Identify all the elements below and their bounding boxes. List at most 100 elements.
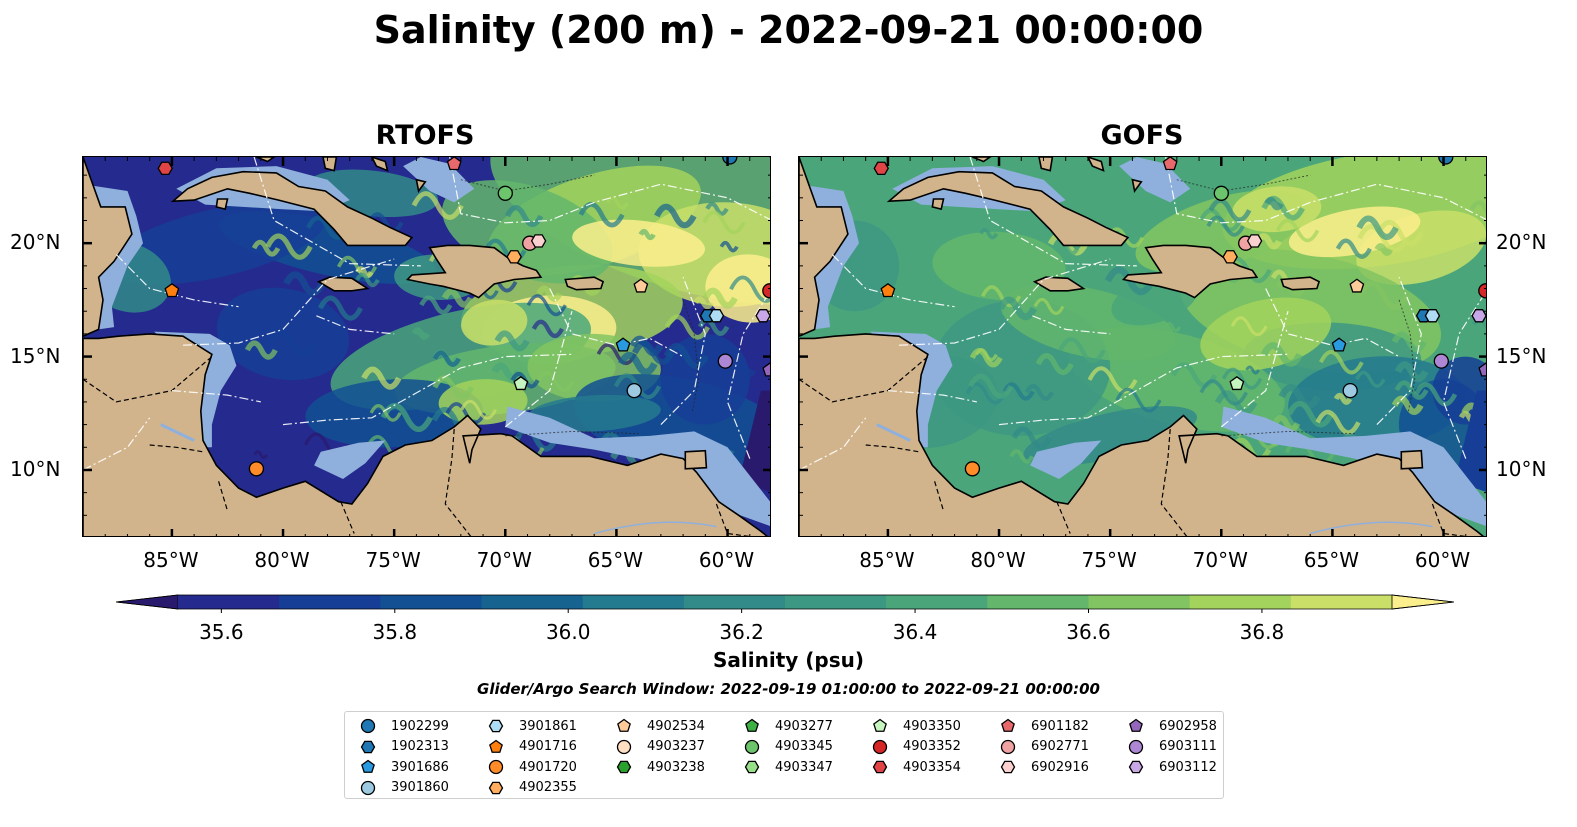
legend-item: 6902916 (999, 757, 1089, 778)
legend-label: 6901182 (1031, 718, 1089, 734)
y-tick-label: 15°N (1496, 343, 1547, 368)
land-central (83, 333, 769, 536)
eez-boundary (998, 353, 1289, 426)
colorbar-bin (481, 595, 584, 609)
y-tick-label: 10°N (1496, 456, 1547, 481)
float-marker-3901860 (626, 382, 642, 399)
eez-boundary (504, 311, 573, 428)
pentagon-marker-icon (617, 718, 631, 733)
float-markers (873, 157, 1486, 477)
eez-boundary (549, 288, 684, 358)
legend-marker-6902916 (1000, 760, 1016, 774)
colorbar-label: Salinity (psu) (712, 648, 864, 672)
colorbar (116, 594, 1454, 613)
land-puertorico (564, 276, 605, 291)
eez-boundary (1265, 288, 1400, 358)
circle-marker-icon (1128, 739, 1144, 754)
x-tick-label: 60°W (1414, 548, 1471, 572)
eez-boundary (799, 417, 867, 471)
float-marker-6902916 (1246, 234, 1263, 248)
float-marker-3901860 (1342, 382, 1358, 399)
legend-marker-4903354 (872, 760, 888, 774)
legend-column: 4902534 4903237 4903238 (615, 716, 705, 778)
colorbar-tick-label: 36.4 (892, 620, 938, 644)
float-marker-4903352 (762, 283, 770, 299)
legend-label: 4903277 (775, 718, 833, 734)
colorbar-tick-label: 36.8 (1239, 620, 1285, 644)
eez-boundary (726, 290, 770, 459)
colorbar-bin (380, 595, 482, 609)
eez-boundary (83, 417, 151, 471)
float-marker-4901720 (248, 461, 265, 477)
eez-boundary (660, 276, 706, 426)
colorbar-extend-high (1391, 594, 1454, 610)
land-cuba (886, 170, 1130, 247)
salinity-field (84, 157, 770, 476)
legend-item: 4903350 (871, 716, 961, 737)
map-ticks (799, 157, 1486, 536)
legend-marker-3901860 (360, 780, 376, 795)
legend-item: 6903111 (1127, 737, 1217, 758)
eez-boundary (1220, 311, 1289, 428)
legend-column: 4903350 4903352 4903354 (871, 716, 961, 778)
circle-marker-icon (616, 739, 632, 754)
legend-marker-4903345 (744, 739, 760, 754)
float-marker-4902355 (506, 250, 522, 264)
legend-label: 1902313 (391, 739, 449, 755)
legend-marker-4903238 (616, 760, 632, 774)
hexagon-marker-icon (616, 760, 632, 774)
legend-label: 4902355 (519, 780, 577, 796)
x-tick-label: 70°W (476, 548, 532, 572)
colorbar-bin (785, 595, 887, 609)
legend-marker-4903237 (616, 739, 632, 754)
legend-item: 1902299 (359, 716, 449, 737)
legend-item: 4903237 (615, 737, 705, 758)
colorbar-bin (582, 595, 685, 609)
hexagon-marker-icon (1000, 760, 1016, 774)
legend-marker-4902355 (488, 781, 504, 795)
legend-label: 3901861 (519, 718, 577, 734)
land-bahamas2 (371, 157, 389, 172)
legend-item: 3901686 (359, 757, 449, 778)
legend-label: 4901720 (519, 759, 577, 775)
gofs-map[interactable] (798, 156, 1487, 537)
float-marker-4901720 (964, 461, 981, 477)
land-trinidad (684, 449, 708, 470)
eez-boundary (1376, 276, 1422, 426)
legend-column: 4903277 4903345 4903347 (743, 716, 833, 778)
rtofs-map[interactable] (82, 156, 771, 537)
eez-boundary (1032, 315, 1111, 335)
x-tick-label: 80°W (970, 548, 1026, 572)
land-puertorico (1280, 276, 1321, 291)
circle-marker-icon (872, 739, 888, 754)
x-tick-label: 85°W (859, 548, 915, 572)
float-marker-6902958 (762, 362, 770, 377)
legend-marker-4903347 (744, 760, 760, 774)
float-marker-4903354 (157, 161, 173, 176)
legend-marker-4901716 (489, 739, 503, 753)
hexagon-marker-icon (744, 760, 760, 774)
legend-column: 1902299 1902313 3901686 3901860 (359, 716, 449, 798)
legend-item: 4902355 (487, 778, 577, 799)
legend-item: 4903238 (615, 757, 705, 778)
legend-item: 3901861 (487, 716, 577, 737)
colorbar-bin (886, 595, 988, 609)
float-marker-4901716 (880, 282, 896, 298)
legend-label: 4902534 (647, 718, 705, 734)
colorbar-bin (1088, 595, 1191, 609)
land-jamaica (316, 276, 370, 292)
legend-marker-1902299 (360, 719, 376, 734)
legend-label: 3901860 (391, 780, 449, 796)
hexagon-marker-icon (1128, 760, 1144, 774)
eez-boundary (887, 390, 977, 403)
legend-label: 6902916 (1031, 759, 1089, 775)
x-tick-label: 60°W (698, 548, 755, 572)
land-bahamas3 (415, 178, 427, 193)
eez-boundary (969, 157, 1137, 267)
legend-marker-3901686 (361, 759, 375, 774)
search-window-text: Glider/Argo Search Window: 2022-09-19 01… (477, 680, 1100, 698)
float-marker-4903345 (497, 185, 513, 201)
legend-column: 3901861 4901716 4901720 4902355 (487, 716, 577, 798)
pentagon-marker-icon (1129, 718, 1143, 733)
x-tick-label: 80°W (254, 548, 310, 572)
